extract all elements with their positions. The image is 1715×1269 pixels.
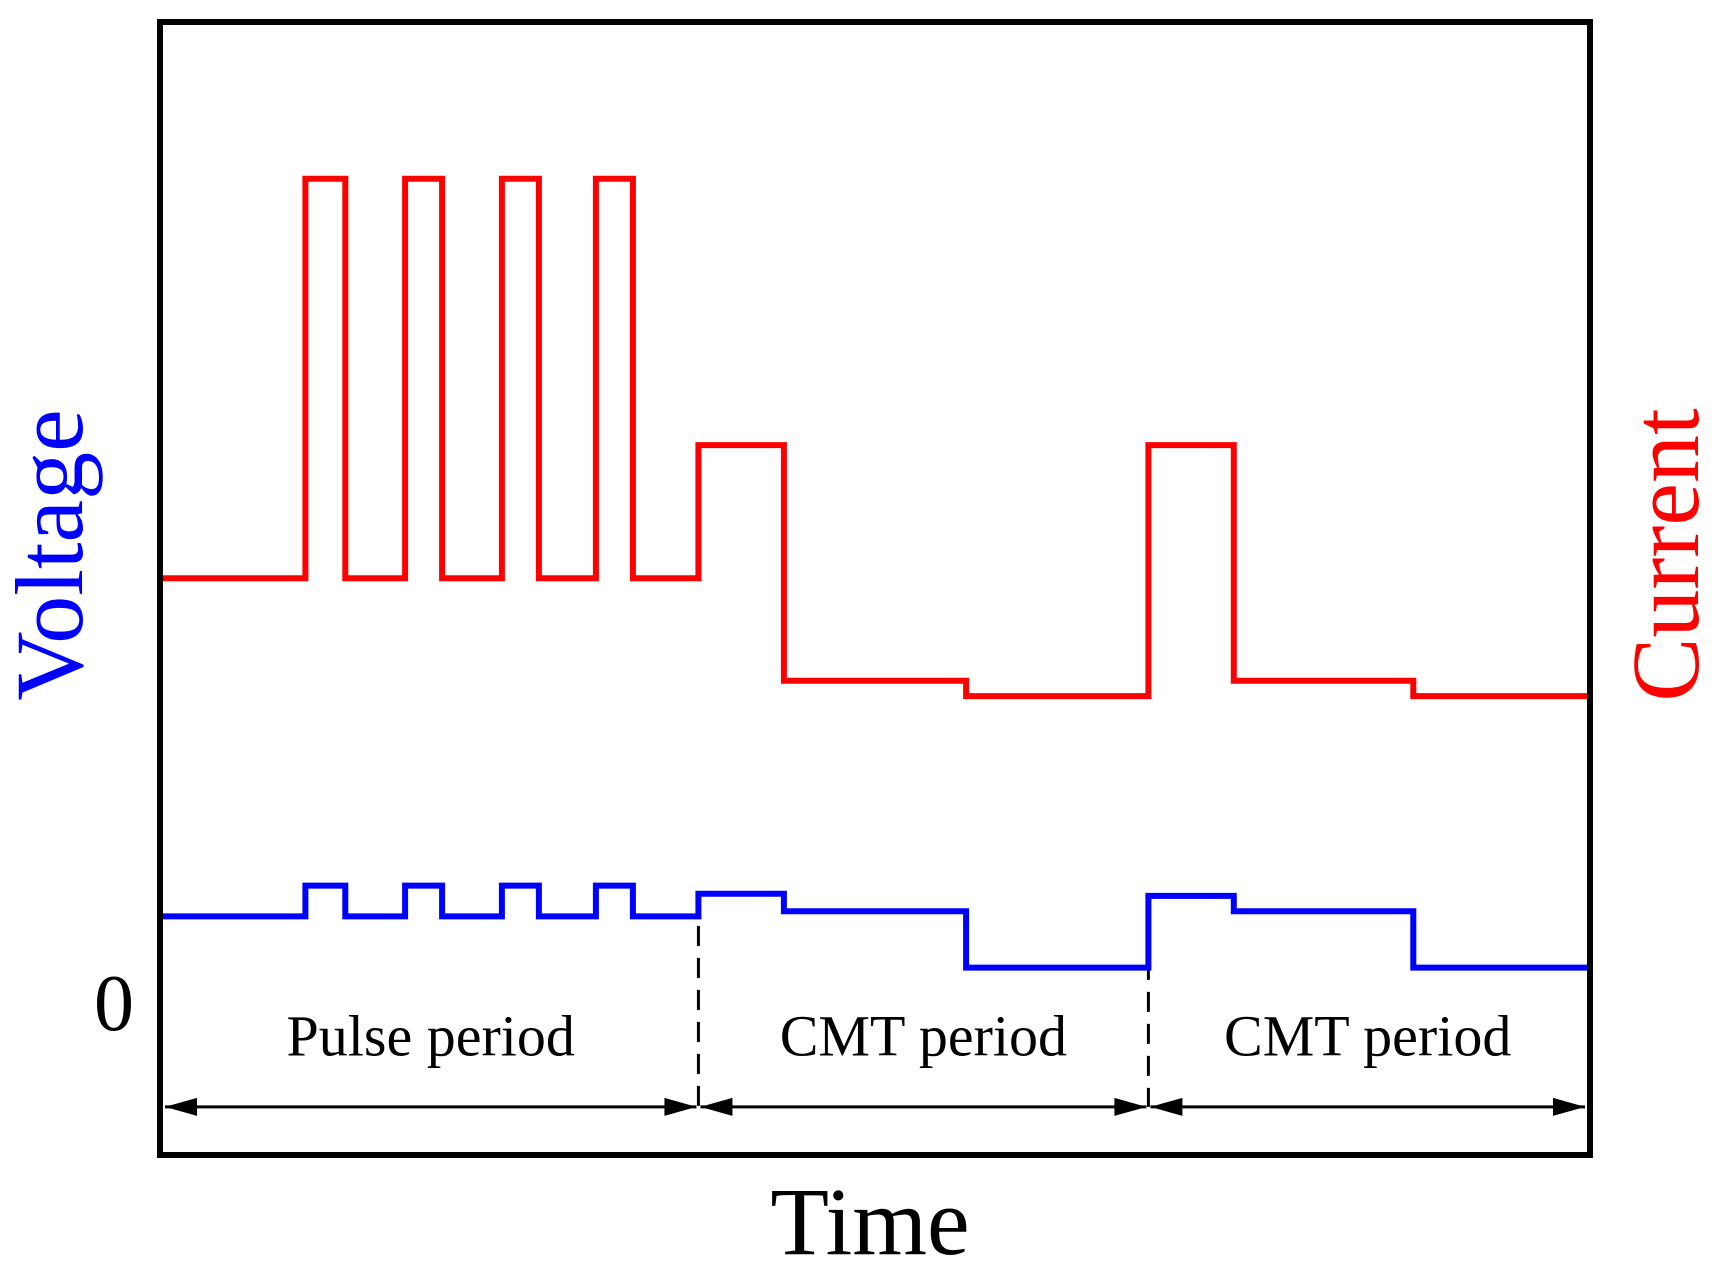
series-group xyxy=(163,175,1587,971)
plot-frame xyxy=(157,19,1593,1158)
x-axis-label: Time xyxy=(770,1168,969,1269)
period-arrowhead-right-3 xyxy=(1553,1097,1585,1116)
y-zero-tick-label: 0 xyxy=(94,960,134,1048)
y-axis-left-label: Voltage xyxy=(0,409,103,701)
series-line-current xyxy=(163,175,1587,700)
period-arrowhead-left-1 xyxy=(165,1097,197,1116)
period-label-2: CMT period xyxy=(780,1004,1067,1069)
period-arrowhead-left-2 xyxy=(700,1097,733,1116)
y-axis-right-label: Current xyxy=(1612,408,1715,702)
period-arrowhead-left-3 xyxy=(1150,1097,1183,1116)
period-annotations: Pulse period CMT period CMT period xyxy=(165,1004,1585,1116)
period-label-1: Pulse period xyxy=(287,1004,575,1069)
period-arrowhead-right-2 xyxy=(1114,1097,1147,1116)
series-line-voltage xyxy=(163,882,1587,971)
period-label-3: CMT period xyxy=(1224,1004,1511,1069)
period-dividers xyxy=(696,893,1150,1107)
period-arrowhead-right-1 xyxy=(664,1097,697,1116)
